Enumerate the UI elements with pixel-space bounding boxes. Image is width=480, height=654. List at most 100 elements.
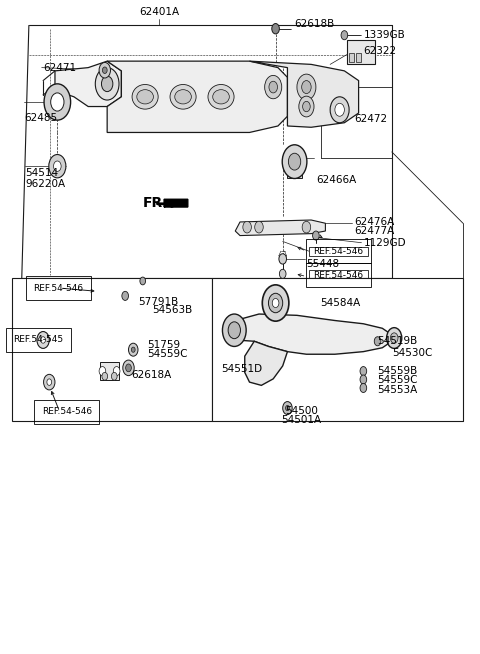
Ellipse shape	[132, 84, 158, 109]
Circle shape	[360, 375, 367, 384]
Circle shape	[283, 402, 292, 415]
Circle shape	[123, 360, 134, 375]
Circle shape	[44, 374, 55, 390]
Circle shape	[44, 84, 71, 120]
Bar	[100, 362, 119, 380]
Circle shape	[102, 67, 107, 73]
Circle shape	[299, 96, 314, 117]
Bar	[52, 94, 63, 110]
Ellipse shape	[137, 90, 154, 104]
Text: 51759: 51759	[147, 339, 180, 349]
Circle shape	[122, 291, 129, 300]
Circle shape	[262, 285, 289, 321]
Circle shape	[286, 405, 289, 411]
Text: 54514: 54514	[25, 168, 59, 179]
Text: 62477A: 62477A	[354, 226, 394, 236]
Circle shape	[374, 337, 381, 346]
Circle shape	[341, 31, 348, 40]
Text: 62322: 62322	[363, 46, 396, 56]
Ellipse shape	[208, 84, 234, 109]
Circle shape	[37, 332, 49, 349]
Circle shape	[140, 277, 145, 285]
Text: 54553A: 54553A	[378, 385, 418, 395]
Text: 62618A: 62618A	[131, 370, 171, 380]
Circle shape	[41, 337, 46, 343]
Text: REF.54-546: REF.54-546	[34, 284, 84, 292]
Circle shape	[297, 74, 316, 100]
Circle shape	[302, 101, 310, 112]
Circle shape	[279, 269, 286, 279]
Circle shape	[390, 333, 398, 343]
Polygon shape	[245, 341, 288, 385]
Ellipse shape	[170, 84, 196, 109]
Text: 54559C: 54559C	[147, 349, 188, 358]
Circle shape	[129, 343, 138, 356]
Circle shape	[113, 366, 120, 375]
Text: 54501A: 54501A	[282, 415, 322, 425]
Text: 62471: 62471	[43, 63, 76, 73]
Circle shape	[99, 62, 110, 78]
Circle shape	[268, 293, 283, 313]
Ellipse shape	[213, 90, 229, 104]
Circle shape	[102, 372, 108, 380]
Text: 54563B: 54563B	[152, 305, 192, 315]
Text: 54519B: 54519B	[378, 336, 418, 345]
Text: REF.54-546: REF.54-546	[313, 271, 364, 280]
Polygon shape	[235, 314, 392, 354]
Bar	[309, 247, 368, 256]
Text: 54500: 54500	[285, 406, 318, 417]
Text: 1129GD: 1129GD	[363, 237, 406, 248]
Circle shape	[302, 221, 311, 233]
Text: REF.54-546: REF.54-546	[313, 247, 364, 256]
Text: 1339GB: 1339GB	[363, 30, 405, 40]
Bar	[12, 279, 212, 421]
Circle shape	[360, 366, 367, 375]
Text: 62472: 62472	[354, 114, 387, 124]
Text: 62618B: 62618B	[295, 18, 335, 29]
Text: 62401A: 62401A	[139, 7, 180, 17]
Circle shape	[243, 221, 252, 233]
Circle shape	[51, 93, 64, 111]
Circle shape	[49, 154, 66, 178]
Circle shape	[264, 75, 282, 99]
Circle shape	[255, 221, 263, 233]
Ellipse shape	[175, 90, 192, 104]
Bar	[356, 53, 361, 62]
Circle shape	[99, 366, 106, 375]
Circle shape	[330, 97, 349, 123]
Text: 54584A: 54584A	[321, 298, 361, 308]
Circle shape	[47, 379, 52, 385]
Bar	[228, 322, 240, 338]
Bar	[349, 53, 354, 62]
Polygon shape	[235, 220, 325, 235]
Text: 54559B: 54559B	[378, 366, 418, 376]
Circle shape	[335, 103, 344, 116]
Bar	[347, 40, 375, 64]
Text: FR.: FR.	[143, 196, 168, 210]
Polygon shape	[55, 61, 121, 107]
Circle shape	[272, 298, 279, 307]
Polygon shape	[250, 61, 359, 128]
Text: 54530C: 54530C	[392, 348, 432, 358]
Circle shape	[312, 231, 319, 240]
Text: 54551D: 54551D	[221, 364, 262, 373]
Text: 62476A: 62476A	[354, 217, 394, 227]
Circle shape	[126, 364, 132, 371]
Circle shape	[301, 80, 311, 94]
Circle shape	[269, 81, 277, 93]
Text: 62485: 62485	[24, 113, 57, 123]
Text: 54559C: 54559C	[378, 375, 418, 385]
Circle shape	[96, 67, 119, 100]
Circle shape	[282, 145, 307, 179]
Circle shape	[288, 153, 301, 170]
Text: 62466A: 62466A	[316, 175, 356, 186]
Text: 55448: 55448	[306, 259, 339, 269]
Polygon shape	[107, 61, 288, 133]
Bar	[288, 160, 301, 178]
Circle shape	[101, 76, 113, 92]
Bar	[212, 279, 463, 421]
Circle shape	[360, 383, 367, 392]
Circle shape	[111, 372, 117, 380]
Circle shape	[279, 254, 287, 264]
Polygon shape	[164, 199, 188, 207]
